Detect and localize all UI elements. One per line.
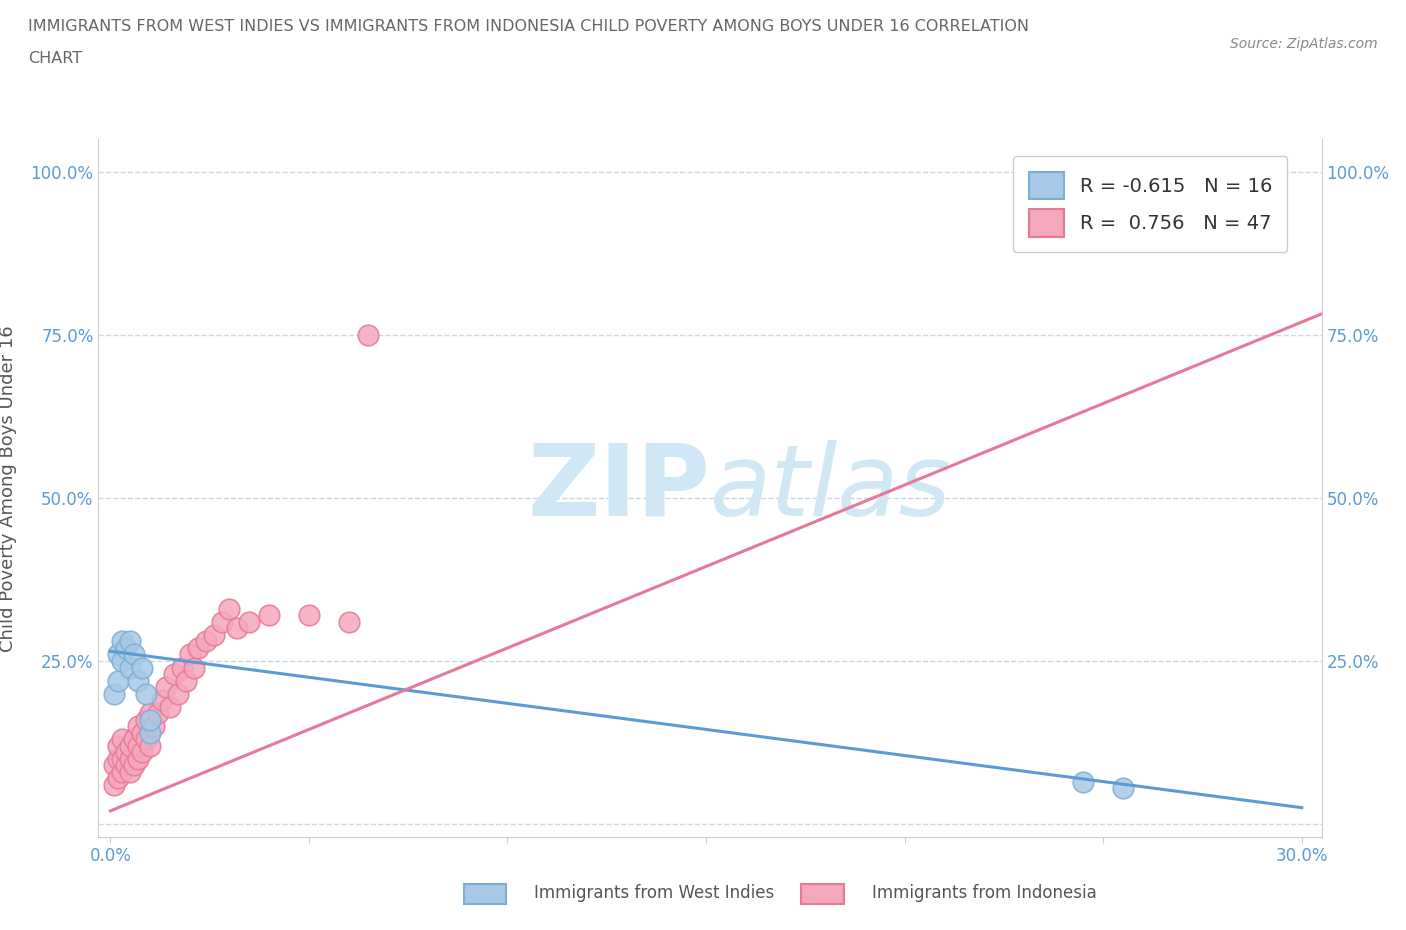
Point	[139, 712, 162, 727]
Point	[122, 647, 145, 662]
Point	[120, 660, 142, 675]
Point	[146, 706, 169, 721]
Point	[226, 621, 249, 636]
Point	[163, 667, 186, 682]
Point	[139, 725, 162, 740]
Point	[107, 647, 129, 662]
Text: atlas: atlas	[710, 440, 952, 537]
Point	[107, 771, 129, 786]
Text: Source: ZipAtlas.com: Source: ZipAtlas.com	[1230, 37, 1378, 51]
Point	[131, 745, 153, 760]
Point	[120, 764, 142, 779]
Point	[111, 764, 134, 779]
Point	[218, 602, 240, 617]
Point	[120, 634, 142, 649]
Point	[111, 751, 134, 766]
Point	[155, 680, 177, 695]
Point	[127, 719, 149, 734]
Point	[127, 673, 149, 688]
Point	[111, 634, 134, 649]
Point	[298, 608, 321, 623]
Point	[139, 706, 162, 721]
Point	[120, 751, 142, 766]
Point	[170, 660, 193, 675]
Point	[135, 686, 157, 701]
Text: ZIP: ZIP	[527, 440, 710, 537]
Legend: R = -0.615   N = 16, R =  0.756   N = 47: R = -0.615 N = 16, R = 0.756 N = 47	[1014, 156, 1288, 252]
Text: Immigrants from Indonesia: Immigrants from Indonesia	[872, 884, 1097, 902]
Point	[120, 738, 142, 753]
Point	[111, 732, 134, 747]
Point	[166, 686, 188, 701]
Point	[337, 615, 360, 630]
Text: Immigrants from West Indies: Immigrants from West Indies	[534, 884, 775, 902]
Point	[139, 738, 162, 753]
Y-axis label: Child Poverty Among Boys Under 16: Child Poverty Among Boys Under 16	[0, 325, 17, 652]
Point	[159, 699, 181, 714]
Text: CHART: CHART	[28, 51, 82, 66]
Point	[183, 660, 205, 675]
Point	[187, 641, 209, 656]
Point	[179, 647, 201, 662]
Point	[1112, 780, 1135, 795]
Point	[103, 777, 125, 792]
Point	[1073, 774, 1095, 789]
Point	[115, 641, 138, 656]
Point	[115, 758, 138, 773]
Point	[135, 732, 157, 747]
Point	[202, 628, 225, 643]
Point	[115, 745, 138, 760]
Point	[194, 634, 217, 649]
Point	[131, 725, 153, 740]
Point	[127, 738, 149, 753]
Point	[103, 758, 125, 773]
Point	[127, 751, 149, 766]
Point	[238, 615, 260, 630]
Point	[103, 686, 125, 701]
Point	[107, 673, 129, 688]
Point	[131, 660, 153, 675]
Point	[257, 608, 280, 623]
Point	[150, 693, 173, 708]
Point	[122, 732, 145, 747]
Point	[143, 719, 166, 734]
Point	[107, 738, 129, 753]
Point	[135, 712, 157, 727]
Point	[107, 751, 129, 766]
Point	[211, 615, 233, 630]
Point	[174, 673, 197, 688]
Point	[122, 758, 145, 773]
Text: IMMIGRANTS FROM WEST INDIES VS IMMIGRANTS FROM INDONESIA CHILD POVERTY AMONG BOY: IMMIGRANTS FROM WEST INDIES VS IMMIGRANT…	[28, 19, 1029, 33]
Point	[357, 327, 380, 342]
Point	[111, 654, 134, 669]
